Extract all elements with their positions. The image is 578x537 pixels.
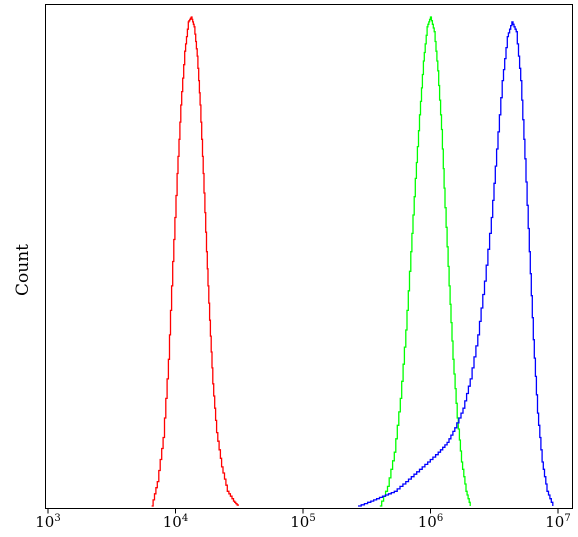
x-tick-label-2: 105 bbox=[290, 513, 315, 531]
x-tick-label-4: 107 bbox=[545, 513, 570, 531]
x-tick-label-3: 106 bbox=[418, 513, 443, 531]
plot-frame bbox=[45, 4, 573, 509]
series-line-0 bbox=[151, 16, 239, 507]
series-line-2 bbox=[358, 21, 554, 507]
y-axis-label: Count bbox=[13, 244, 33, 296]
x-axis-ticks: 103 104 105 106 107 bbox=[35, 508, 571, 531]
series-line-1 bbox=[379, 16, 471, 507]
series-layer bbox=[151, 16, 554, 507]
x-tick-label-0: 103 bbox=[35, 513, 60, 531]
x-tick-label-1: 104 bbox=[163, 513, 188, 531]
